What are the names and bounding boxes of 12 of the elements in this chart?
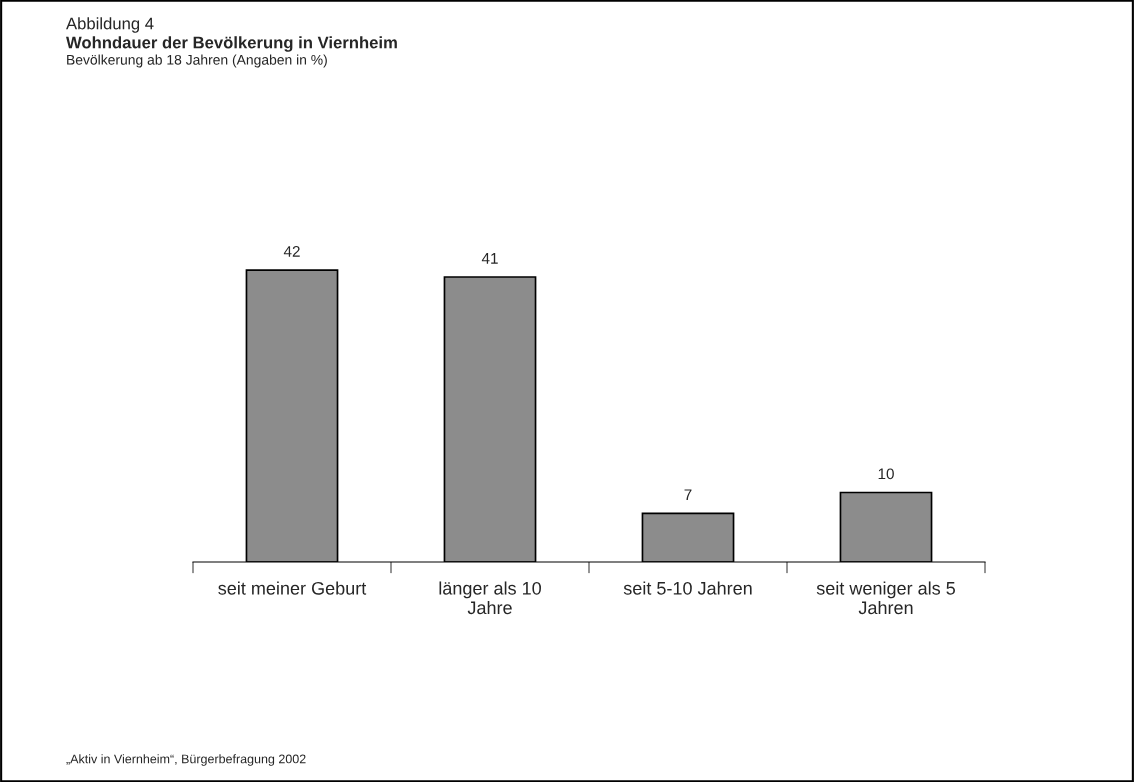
x-tick-label: seit meiner Geburt — [218, 581, 367, 595]
data-label: 42 — [283, 246, 300, 257]
text: „Aktiv in Viernheim“, Bürgerbefragung 2002 — [66, 754, 306, 766]
data-label: 41 — [481, 253, 498, 264]
x-tick-label: länger als 10 Jahre — [439, 581, 541, 615]
data-label: 7 — [684, 489, 692, 500]
x-tick-label: seit 5-10 Jahren — [623, 581, 752, 595]
chart-subtitle: Bevölkerung ab 18 Jahren (Angaben in %) — [67, 54, 327, 68]
x-tick-label: seit weniger als 5 Jahren — [816, 581, 955, 615]
data-label: 10 — [878, 468, 894, 480]
chart-title: Wohndauer der Bevölkerung in Viernheim — [66, 36, 397, 52]
text: Abbildung 4 — [66, 17, 154, 33]
